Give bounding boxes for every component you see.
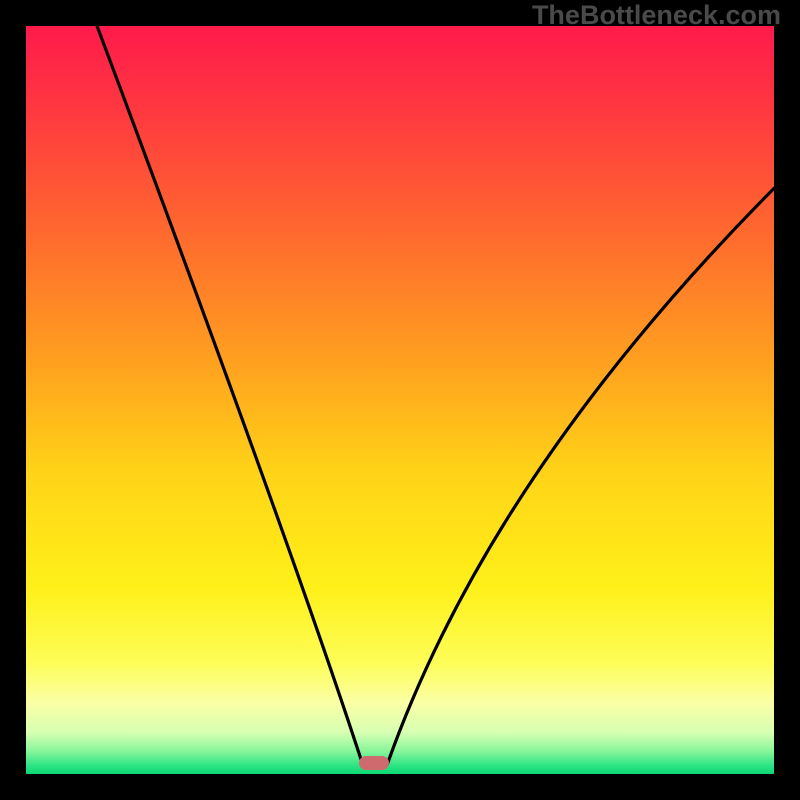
vertex-marker (359, 756, 389, 770)
curve-layer (26, 26, 774, 774)
watermark-text: TheBottleneck.com (532, 0, 781, 31)
curve-right-branch (387, 188, 774, 764)
plot-area (26, 26, 774, 774)
chart-stage: TheBottleneck.com (0, 0, 800, 800)
curve-left-branch (97, 26, 363, 764)
